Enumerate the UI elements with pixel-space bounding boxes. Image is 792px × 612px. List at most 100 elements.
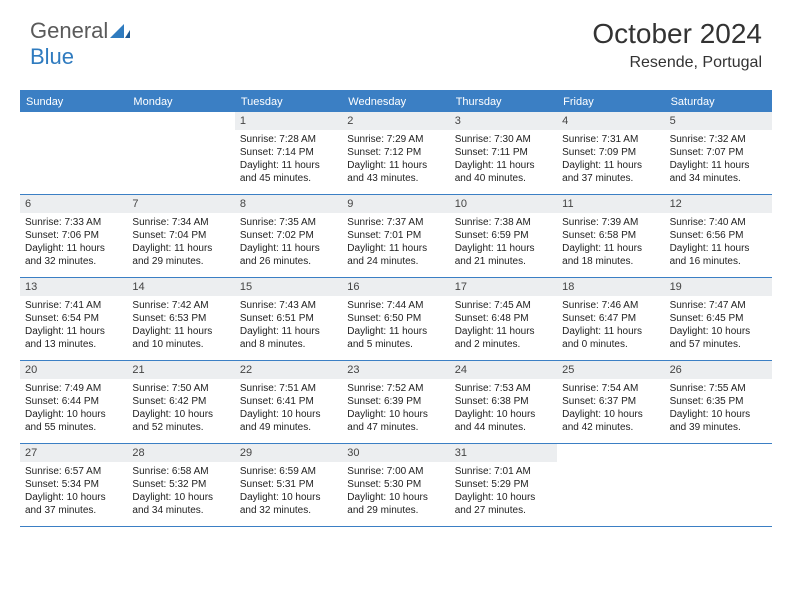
daylight-line: Daylight: 10 hours and 37 minutes. (25, 491, 122, 517)
day-body: Sunrise: 7:31 AMSunset: 7:09 PMDaylight:… (557, 130, 664, 190)
day-number: 22 (235, 361, 342, 379)
sunset-line: Sunset: 7:07 PM (670, 146, 767, 159)
sunset-line: Sunset: 6:50 PM (347, 312, 444, 325)
day-number: 25 (557, 361, 664, 379)
day-body: Sunrise: 7:40 AMSunset: 6:56 PMDaylight:… (665, 213, 772, 273)
sunrise-line: Sunrise: 7:38 AM (455, 216, 552, 229)
day-number: 28 (127, 444, 234, 462)
sunrise-line: Sunrise: 7:40 AM (670, 216, 767, 229)
sunset-line: Sunset: 6:47 PM (562, 312, 659, 325)
daylight-line: Daylight: 11 hours and 40 minutes. (455, 159, 552, 185)
day-body: Sunrise: 7:00 AMSunset: 5:30 PMDaylight:… (342, 462, 449, 522)
sunrise-line: Sunrise: 7:35 AM (240, 216, 337, 229)
dow-header-cell: Thursday (450, 92, 557, 112)
logo-text-general: General (30, 18, 108, 43)
daylight-line: Daylight: 10 hours and 32 minutes. (240, 491, 337, 517)
day-cell: 13Sunrise: 7:41 AMSunset: 6:54 PMDayligh… (20, 278, 127, 360)
sunset-line: Sunset: 6:54 PM (25, 312, 122, 325)
sunrise-line: Sunrise: 7:31 AM (562, 133, 659, 146)
day-body: Sunrise: 7:30 AMSunset: 7:11 PMDaylight:… (450, 130, 557, 190)
sunrise-line: Sunrise: 7:53 AM (455, 382, 552, 395)
sunrise-line: Sunrise: 7:33 AM (25, 216, 122, 229)
sunset-line: Sunset: 7:14 PM (240, 146, 337, 159)
page-title: October 2024 (592, 18, 762, 50)
sunset-line: Sunset: 6:53 PM (132, 312, 229, 325)
day-number: 2 (342, 112, 449, 130)
day-number: 29 (235, 444, 342, 462)
day-body: Sunrise: 7:54 AMSunset: 6:37 PMDaylight:… (557, 379, 664, 439)
sunset-line: Sunset: 6:38 PM (455, 395, 552, 408)
sunrise-line: Sunrise: 7:00 AM (347, 465, 444, 478)
week-row: 20Sunrise: 7:49 AMSunset: 6:44 PMDayligh… (20, 361, 772, 444)
dow-header-cell: Monday (127, 92, 234, 112)
sunset-line: Sunset: 5:29 PM (455, 478, 552, 491)
day-number: 10 (450, 195, 557, 213)
logo: General Blue (30, 18, 130, 70)
daylight-line: Daylight: 11 hours and 16 minutes. (670, 242, 767, 268)
day-body: Sunrise: 7:29 AMSunset: 7:12 PMDaylight:… (342, 130, 449, 190)
daylight-line: Daylight: 10 hours and 34 minutes. (132, 491, 229, 517)
day-cell: 27Sunrise: 6:57 AMSunset: 5:34 PMDayligh… (20, 444, 127, 526)
sunset-line: Sunset: 5:30 PM (347, 478, 444, 491)
day-body: Sunrise: 7:39 AMSunset: 6:58 PMDaylight:… (557, 213, 664, 273)
header: General Blue October 2024 Resende, Portu… (0, 0, 792, 80)
day-number: 21 (127, 361, 234, 379)
logo-text-blue: Blue (30, 44, 74, 69)
day-cell: 12Sunrise: 7:40 AMSunset: 6:56 PMDayligh… (665, 195, 772, 277)
daylight-line: Daylight: 10 hours and 55 minutes. (25, 408, 122, 434)
daylight-line: Daylight: 10 hours and 49 minutes. (240, 408, 337, 434)
dow-header-row: SundayMondayTuesdayWednesdayThursdayFrid… (20, 92, 772, 112)
week-row: 1Sunrise: 7:28 AMSunset: 7:14 PMDaylight… (20, 112, 772, 195)
dow-header-cell: Tuesday (235, 92, 342, 112)
day-body: Sunrise: 7:46 AMSunset: 6:47 PMDaylight:… (557, 296, 664, 356)
daylight-line: Daylight: 10 hours and 29 minutes. (347, 491, 444, 517)
day-cell: 8Sunrise: 7:35 AMSunset: 7:02 PMDaylight… (235, 195, 342, 277)
day-body: Sunrise: 7:45 AMSunset: 6:48 PMDaylight:… (450, 296, 557, 356)
daylight-line: Daylight: 11 hours and 0 minutes. (562, 325, 659, 351)
day-cell: 17Sunrise: 7:45 AMSunset: 6:48 PMDayligh… (450, 278, 557, 360)
day-cell: 2Sunrise: 7:29 AMSunset: 7:12 PMDaylight… (342, 112, 449, 194)
sunset-line: Sunset: 7:01 PM (347, 229, 444, 242)
day-number: 12 (665, 195, 772, 213)
day-body: Sunrise: 7:28 AMSunset: 7:14 PMDaylight:… (235, 130, 342, 190)
day-number: 1 (235, 112, 342, 130)
day-number: 23 (342, 361, 449, 379)
day-cell: 19Sunrise: 7:47 AMSunset: 6:45 PMDayligh… (665, 278, 772, 360)
sunrise-line: Sunrise: 7:50 AM (132, 382, 229, 395)
day-cell: 1Sunrise: 7:28 AMSunset: 7:14 PMDaylight… (235, 112, 342, 194)
sunrise-line: Sunrise: 7:54 AM (562, 382, 659, 395)
sunrise-line: Sunrise: 7:37 AM (347, 216, 444, 229)
day-cell: 4Sunrise: 7:31 AMSunset: 7:09 PMDaylight… (557, 112, 664, 194)
sunset-line: Sunset: 7:12 PM (347, 146, 444, 159)
daylight-line: Daylight: 11 hours and 37 minutes. (562, 159, 659, 185)
day-body: Sunrise: 7:37 AMSunset: 7:01 PMDaylight:… (342, 213, 449, 273)
day-body: Sunrise: 7:32 AMSunset: 7:07 PMDaylight:… (665, 130, 772, 190)
daylight-line: Daylight: 11 hours and 32 minutes. (25, 242, 122, 268)
sunrise-line: Sunrise: 7:51 AM (240, 382, 337, 395)
sunset-line: Sunset: 6:58 PM (562, 229, 659, 242)
sunrise-line: Sunrise: 7:46 AM (562, 299, 659, 312)
day-cell: 20Sunrise: 7:49 AMSunset: 6:44 PMDayligh… (20, 361, 127, 443)
day-body: Sunrise: 7:44 AMSunset: 6:50 PMDaylight:… (342, 296, 449, 356)
sunset-line: Sunset: 6:39 PM (347, 395, 444, 408)
sunrise-line: Sunrise: 7:49 AM (25, 382, 122, 395)
day-body: Sunrise: 7:01 AMSunset: 5:29 PMDaylight:… (450, 462, 557, 522)
sunrise-line: Sunrise: 7:39 AM (562, 216, 659, 229)
day-number: 13 (20, 278, 127, 296)
day-cell: 9Sunrise: 7:37 AMSunset: 7:01 PMDaylight… (342, 195, 449, 277)
daylight-line: Daylight: 11 hours and 21 minutes. (455, 242, 552, 268)
weeks-container: 1Sunrise: 7:28 AMSunset: 7:14 PMDaylight… (20, 112, 772, 527)
daylight-line: Daylight: 10 hours and 42 minutes. (562, 408, 659, 434)
day-cell: 21Sunrise: 7:50 AMSunset: 6:42 PMDayligh… (127, 361, 234, 443)
sunrise-line: Sunrise: 7:32 AM (670, 133, 767, 146)
day-cell: 28Sunrise: 6:58 AMSunset: 5:32 PMDayligh… (127, 444, 234, 526)
day-cell: 16Sunrise: 7:44 AMSunset: 6:50 PMDayligh… (342, 278, 449, 360)
calendar: SundayMondayTuesdayWednesdayThursdayFrid… (20, 90, 772, 527)
day-cell: 18Sunrise: 7:46 AMSunset: 6:47 PMDayligh… (557, 278, 664, 360)
sunset-line: Sunset: 7:02 PM (240, 229, 337, 242)
day-cell: 24Sunrise: 7:53 AMSunset: 6:38 PMDayligh… (450, 361, 557, 443)
day-number: 30 (342, 444, 449, 462)
day-cell: 23Sunrise: 7:52 AMSunset: 6:39 PMDayligh… (342, 361, 449, 443)
day-cell: 6Sunrise: 7:33 AMSunset: 7:06 PMDaylight… (20, 195, 127, 277)
location-label: Resende, Portugal (592, 54, 762, 72)
